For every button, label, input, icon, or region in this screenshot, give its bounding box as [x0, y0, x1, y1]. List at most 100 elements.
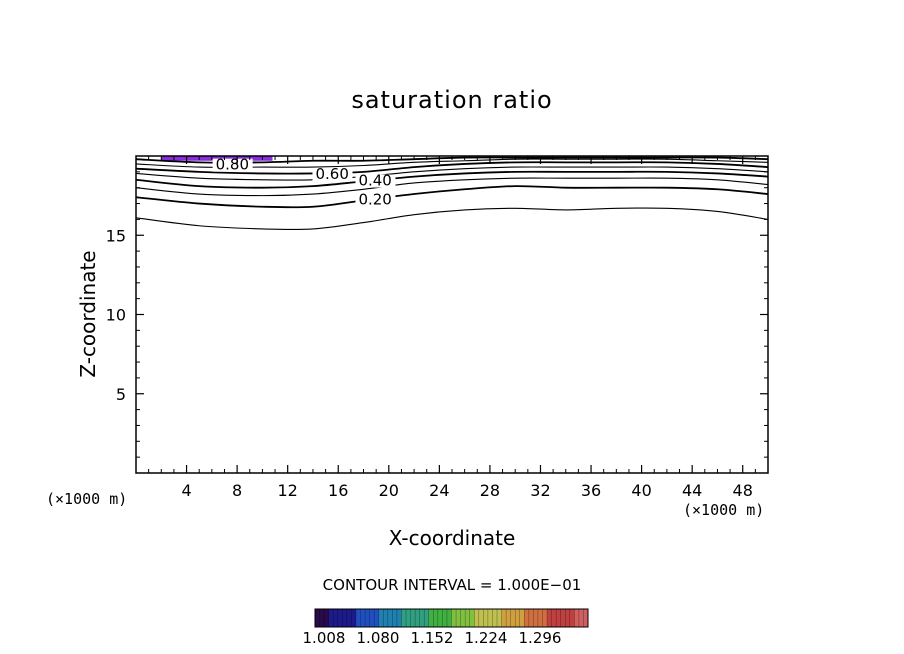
colorbar-cell: [474, 609, 480, 627]
colorbar-cell: [355, 609, 361, 627]
colorbar-cell: [319, 609, 325, 627]
contour-line: [136, 185, 768, 209]
colorbar-cell: [442, 609, 448, 627]
colorbar-tick-label: 1.224: [465, 629, 508, 647]
x-unit-right: (×1000 m): [683, 501, 765, 519]
x-tick-label: 48: [733, 481, 753, 500]
colorbar-cell: [410, 609, 416, 627]
colorbar-cell: [492, 609, 498, 627]
colorbar-cell: [346, 609, 352, 627]
colorbar-cell: [528, 609, 534, 627]
x-tick-label: 8: [232, 481, 242, 500]
x-tick-label: 16: [328, 481, 348, 500]
colorbar-cell: [365, 609, 371, 627]
colorbar-cell: [510, 609, 516, 627]
contour-interval-text: CONTOUR INTERVAL = 1.000E−01: [322, 576, 582, 594]
colorbar-cell: [428, 609, 434, 627]
colorbar-cell: [369, 609, 375, 627]
x-tick-label: 28: [480, 481, 500, 500]
x-tick-label: 32: [530, 481, 550, 500]
contour-line: [136, 207, 768, 231]
colorbar-cell: [460, 609, 466, 627]
colorbar-cell: [324, 609, 330, 627]
colorbar-cell: [378, 609, 384, 627]
colorbar-cell: [328, 609, 334, 627]
colorbar-cell: [483, 609, 489, 627]
x-tick-label: 36: [581, 481, 601, 500]
colorbar-cell: [360, 609, 366, 627]
colorbar-cell: [333, 609, 339, 627]
chart-title: saturation ratio: [351, 86, 553, 114]
y-tick-label: 5: [116, 385, 126, 404]
contour-label-bg: [212, 158, 253, 172]
colorbar-cell: [433, 609, 439, 627]
colorbar-cell: [387, 609, 393, 627]
colorbar-cell: [537, 609, 543, 627]
colorbar-tick-label: 1.296: [519, 629, 562, 647]
colorbar-tick-label: 1.080: [357, 629, 400, 647]
contour-label-bg: [312, 168, 353, 182]
contour-line: [136, 170, 768, 189]
colorbar-cell: [469, 609, 475, 627]
colorbar-cell: [506, 609, 512, 627]
colorbar-cell: [401, 609, 407, 627]
colorbar-tick-label: 1.008: [303, 629, 346, 647]
plot-frame: [135, 155, 769, 474]
x-tick-label: 12: [278, 481, 298, 500]
colorbar-cell: [556, 609, 562, 627]
colorbar-cell: [451, 609, 457, 627]
x-tick-label: 44: [682, 481, 702, 500]
colorbar-cell: [583, 609, 589, 627]
colorbar-cell: [487, 609, 493, 627]
colorbar-cell: [533, 609, 539, 627]
colorbar-cell: [383, 609, 389, 627]
colorbar-cell: [560, 609, 566, 627]
colorbar-cell: [315, 609, 321, 627]
contour-label: 0.60: [315, 165, 348, 183]
colorbar-cell: [406, 609, 412, 627]
colorbar-cell: [437, 609, 443, 627]
colorbar-cell: [524, 609, 530, 627]
colorbar-cell: [569, 609, 575, 627]
contour-label: 0.40: [358, 172, 391, 190]
colorbar-cell: [542, 609, 548, 627]
contour-label-bg: [355, 193, 396, 207]
colorbar-cell: [374, 609, 380, 627]
colorbar-cell: [396, 609, 402, 627]
colorbar-cell: [501, 609, 507, 627]
colorbar-cell: [578, 609, 584, 627]
colorbar-cell: [456, 609, 462, 627]
colorbar-cell: [424, 609, 430, 627]
colorbar-cell: [415, 609, 421, 627]
contour-label: 0.20: [358, 191, 391, 209]
colorbar-cell: [519, 609, 525, 627]
colorbar-cell: [465, 609, 471, 627]
colorbar-cell: [574, 609, 580, 627]
colorbar-frame: [314, 608, 589, 628]
x-tick-label: 40: [631, 481, 651, 500]
colorbar-cell: [342, 609, 348, 627]
x-axis-label: X-coordinate: [388, 526, 516, 550]
colorbar-cell: [351, 609, 357, 627]
colorbar-cell: [497, 609, 503, 627]
x-tick-label: 24: [429, 481, 449, 500]
x-unit-left: (×1000 m): [46, 490, 128, 508]
colorbar-cell: [515, 609, 521, 627]
colorbar-cell: [337, 609, 343, 627]
colorbar-cell: [547, 609, 553, 627]
x-tick-label: 4: [181, 481, 191, 500]
y-tick-label: 10: [106, 306, 126, 325]
y-tick-label: 15: [106, 226, 126, 245]
contour-line: [136, 177, 768, 197]
x-tick-label: 20: [379, 481, 399, 500]
contour-label-bg: [355, 174, 396, 188]
shaded-region: [161, 156, 273, 161]
colorbar-cell: [478, 609, 484, 627]
colorbar-cell: [551, 609, 557, 627]
contour-line: [136, 166, 768, 181]
colorbar-cell: [392, 609, 398, 627]
colorbar-cell: [419, 609, 425, 627]
colorbar-cell: [565, 609, 571, 627]
